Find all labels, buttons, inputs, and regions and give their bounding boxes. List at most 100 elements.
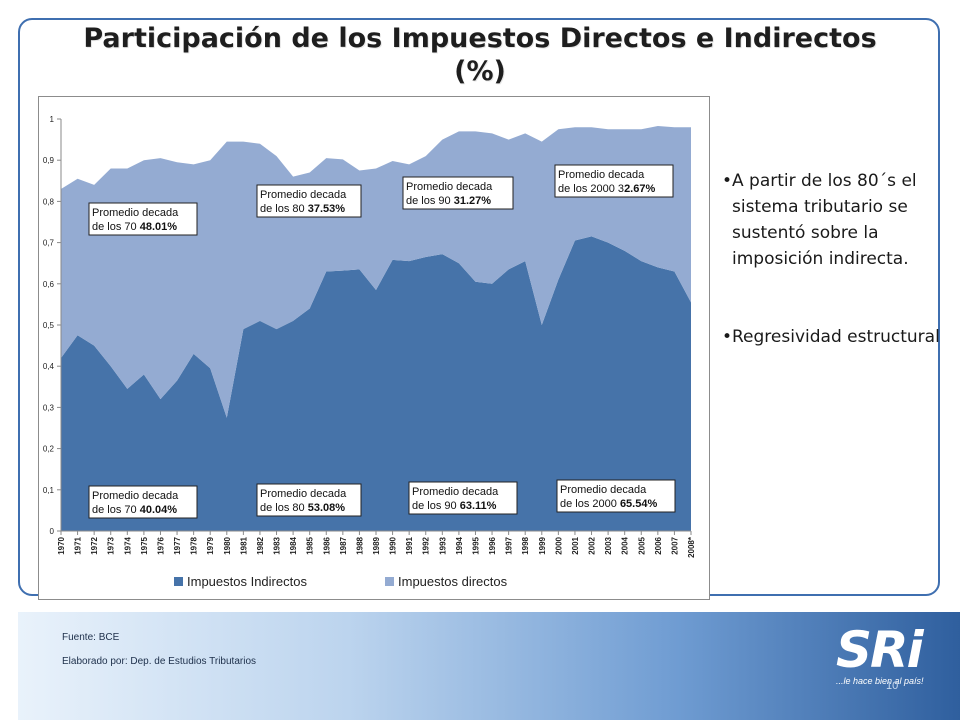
x-tick-label: 1986 — [322, 536, 331, 554]
annotation-line1: Promedio decada — [92, 207, 179, 219]
x-tick-label: 2000 — [554, 536, 563, 554]
x-tick-label: 2005 — [637, 536, 646, 554]
x-tick-label: 1991 — [405, 536, 414, 554]
x-tick-label: 2007 — [670, 536, 679, 554]
annotation-line1: Promedio decada — [260, 488, 347, 500]
annotation-line2: de los 2000 65.54% — [560, 498, 657, 510]
bullet-list: A partir de los 80´s el sistema tributar… — [722, 168, 952, 350]
legend-label: Impuestos directos — [398, 574, 508, 589]
annotation-box: Promedio decada de los 80 37.53% — [256, 184, 362, 218]
footer-source: Fuente: BCE — [62, 632, 120, 643]
x-tick-label: 1987 — [339, 536, 348, 554]
annotation-line1: Promedio decada — [412, 486, 499, 498]
x-tick-label: 1974 — [123, 536, 132, 554]
annotation-rect — [88, 202, 198, 236]
x-tick-label: 1978 — [190, 536, 199, 554]
y-tick-label: 0,6 — [43, 280, 55, 289]
annotation-label: de los 2000 — [560, 498, 620, 510]
x-tick-label: 1984 — [289, 536, 298, 554]
y-tick-label: 0,2 — [43, 445, 55, 454]
annotation-box: Promedio decada de los 2000 65.54% — [556, 479, 676, 513]
annotation-label: de los 70 — [92, 221, 140, 233]
slide-title: Participación de los Impuestos Directos … — [0, 22, 960, 88]
x-tick-label: 1980 — [223, 536, 232, 554]
annotation-line2: de los 90 31.27% — [406, 195, 491, 207]
x-tick-label: 2003 — [604, 536, 613, 554]
x-tick-label: 2006 — [654, 536, 663, 554]
y-tick-label: 0,9 — [43, 156, 55, 165]
annotation-line2: de los 80 37.53% — [260, 203, 345, 215]
footer-band — [18, 612, 960, 720]
annotation-line1: Promedio decada — [406, 181, 493, 193]
page-number: 10 — [886, 680, 899, 692]
x-tick-label: 1992 — [422, 536, 431, 554]
annotation-box: Promedio decada de los 70 40.04% — [88, 485, 198, 519]
annotation-value: 31.27% — [454, 195, 492, 207]
x-tick-label: 2008* — [687, 536, 696, 558]
y-tick-label: 0,4 — [43, 362, 55, 371]
x-tick-label: 1994 — [455, 536, 464, 554]
x-tick-label: 1982 — [256, 536, 265, 554]
annotation-box: Promedio decada de los 80 53.08% — [256, 483, 362, 517]
annotation-line2: de los 70 40.04% — [92, 504, 177, 516]
area-series-1 — [61, 236, 691, 532]
slide-title-line2: (%) — [454, 56, 506, 87]
annotation-rect — [88, 485, 198, 519]
x-tick-label: 1973 — [107, 536, 116, 554]
sri-logo: SRi ...le hace bien al país! — [836, 622, 936, 692]
x-tick-label: 1988 — [355, 536, 364, 554]
annotation-line2: de los 2000 32.67% — [558, 183, 655, 195]
annotation-box: Promedio decada de los 70 48.01% — [88, 202, 198, 236]
y-tick-label: 1 — [50, 115, 55, 124]
legend-swatch — [385, 577, 394, 586]
x-tick-label: 1983 — [273, 536, 282, 554]
annotation-line2: de los 80 53.08% — [260, 502, 345, 514]
annotation-label: de los 90 — [406, 195, 454, 207]
annotation-value: 37.53% — [308, 203, 346, 215]
annotation-box: Promedio decada de los 2000 32.67% — [554, 164, 674, 198]
y-tick-label: 0,1 — [43, 486, 55, 495]
x-tick-label: 1971 — [74, 536, 83, 554]
x-tick-label: 1975 — [140, 536, 149, 554]
annotation-rect — [556, 479, 676, 513]
annotation-value: 40.04% — [140, 504, 178, 516]
sri-logo-text: SRi — [836, 621, 924, 679]
x-tick-label: 1970 — [57, 536, 66, 554]
x-tick-label: 1996 — [488, 536, 497, 554]
y-tick-label: 0,7 — [43, 239, 55, 248]
footer-author: Elaborado por: Dep. de Estudios Tributar… — [62, 656, 256, 667]
annotation-value: 2.67% — [624, 183, 655, 195]
annotation-line2: de los 70 48.01% — [92, 221, 177, 233]
annotation-value: 53.08% — [308, 502, 346, 514]
annotation-rect — [256, 483, 362, 517]
annotation-box: Promedio decada de los 90 31.27% — [402, 176, 514, 210]
annotation-rect — [402, 176, 514, 210]
x-tick-label: 2001 — [571, 536, 580, 554]
x-tick-label: 1977 — [173, 536, 182, 554]
annotation-line1: Promedio decada — [260, 189, 347, 201]
slide-title-line1: Participación de los Impuestos Directos … — [83, 23, 877, 54]
annotation-line2: de los 90 63.11% — [412, 500, 497, 512]
annotation-label: de los 90 — [412, 500, 460, 512]
annotation-line1: Promedio decada — [558, 169, 645, 181]
y-tick-label: 0,5 — [43, 321, 55, 330]
legend-swatch — [174, 577, 183, 586]
x-tick-label: 1999 — [538, 536, 547, 554]
sri-logo-slogan: ...le hace bien al país! — [836, 676, 924, 686]
bullet-item: Regresividad estructural — [722, 324, 952, 350]
x-tick-label: 1993 — [438, 536, 447, 554]
annotation-value: 48.01% — [140, 221, 178, 233]
y-tick-label: 0,8 — [43, 197, 55, 206]
annotation-line1: Promedio decada — [92, 490, 179, 502]
x-tick-label: 1995 — [471, 536, 480, 554]
annotation-value: 65.54% — [620, 498, 658, 510]
x-tick-label: 1985 — [306, 536, 315, 554]
x-tick-label: 1981 — [239, 536, 248, 554]
bullet-item: A partir de los 80´s el sistema tributar… — [722, 168, 952, 272]
legend-label: Impuestos Indirectos — [187, 574, 307, 589]
y-tick-label: 0,3 — [43, 403, 55, 412]
annotation-rect — [256, 184, 362, 218]
annotation-label: de los 70 — [92, 504, 140, 516]
x-tick-label: 2004 — [621, 536, 630, 554]
annotation-box: Promedio decada de los 90 63.11% — [408, 481, 518, 515]
